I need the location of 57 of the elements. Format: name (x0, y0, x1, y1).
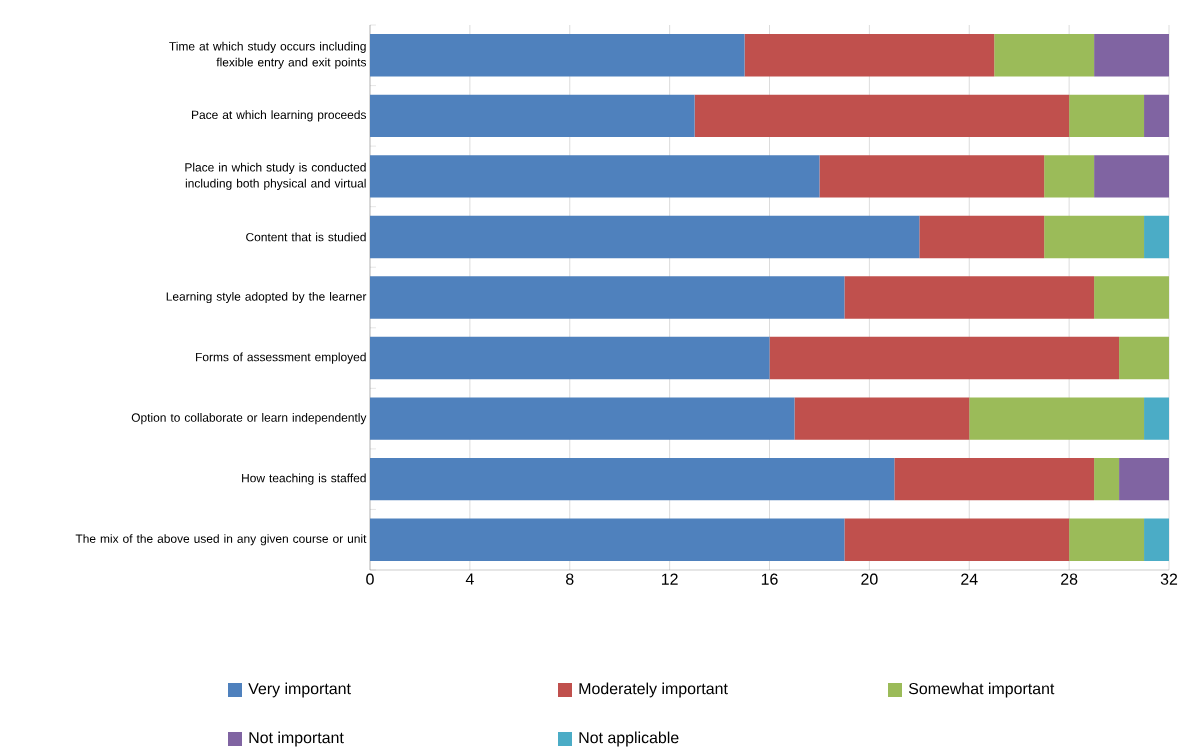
y-tick-label: Forms of assessment employed (196, 352, 366, 364)
bar (1044, 155, 1095, 198)
y-tick-label: Time at which study occurs including flexible entry and exit points (169, 41, 367, 69)
bar (844, 276, 1095, 319)
bar (1119, 457, 1170, 501)
bar (769, 336, 1120, 380)
bar (370, 34, 745, 77)
bar (1144, 518, 1170, 561)
legend-label: Not applicable (579, 731, 679, 747)
bar (1119, 336, 1170, 380)
bar (994, 34, 1095, 77)
bar (1144, 397, 1170, 440)
bar (819, 155, 1045, 198)
bar (694, 94, 1070, 138)
x-tick-label: 0 (366, 573, 374, 585)
bar (894, 457, 1095, 501)
bar (370, 518, 845, 561)
bar (969, 397, 1145, 440)
bar (370, 276, 845, 319)
legend-label: Very important (248, 682, 351, 698)
bar (1094, 457, 1120, 501)
bar (370, 94, 695, 138)
bar (1144, 94, 1170, 138)
bar (1044, 215, 1145, 259)
bar (1094, 34, 1170, 77)
legend-label: Moderately important (579, 682, 728, 698)
bar (1069, 518, 1145, 561)
y-tick-label: Option to collaborate or learn independently (131, 413, 367, 425)
x-tick-label: 4 (465, 573, 474, 585)
bar (794, 397, 970, 440)
legend-label: Not important (249, 731, 344, 747)
x-tick-label: 20 (861, 573, 878, 585)
y-tick-label: Place in which study is conducted including both physical and virtual (185, 162, 366, 190)
x-tick-label: 12 (661, 573, 678, 585)
bar (370, 336, 770, 380)
bar (1144, 215, 1170, 259)
bar (370, 155, 820, 198)
y-tick-label: Learning style adopted by the learner (166, 291, 367, 304)
y-tick-label: Pace at which learning proceeds (192, 110, 367, 122)
bar (1069, 94, 1145, 138)
x-tick-label: 8 (566, 573, 574, 585)
x-tick-label: 24 (961, 573, 978, 585)
bar (1094, 155, 1170, 198)
y-tick-label: How teaching is staffed (242, 473, 366, 485)
bar (370, 215, 920, 259)
bar (919, 215, 1045, 259)
legend-label: Somewhat important (908, 682, 1055, 698)
bar (844, 518, 1070, 561)
x-tick-label: 28 (1061, 573, 1078, 585)
y-tick-label: Content that is studied (246, 232, 366, 242)
x-tick-label: 16 (761, 573, 778, 585)
y-tick-label: The mix of the above used in any given course or unit (75, 534, 367, 546)
x-tick-label: 32 (1160, 573, 1178, 585)
bar (744, 34, 995, 77)
bar (370, 457, 895, 501)
bar (370, 397, 795, 440)
bar (1094, 276, 1170, 319)
